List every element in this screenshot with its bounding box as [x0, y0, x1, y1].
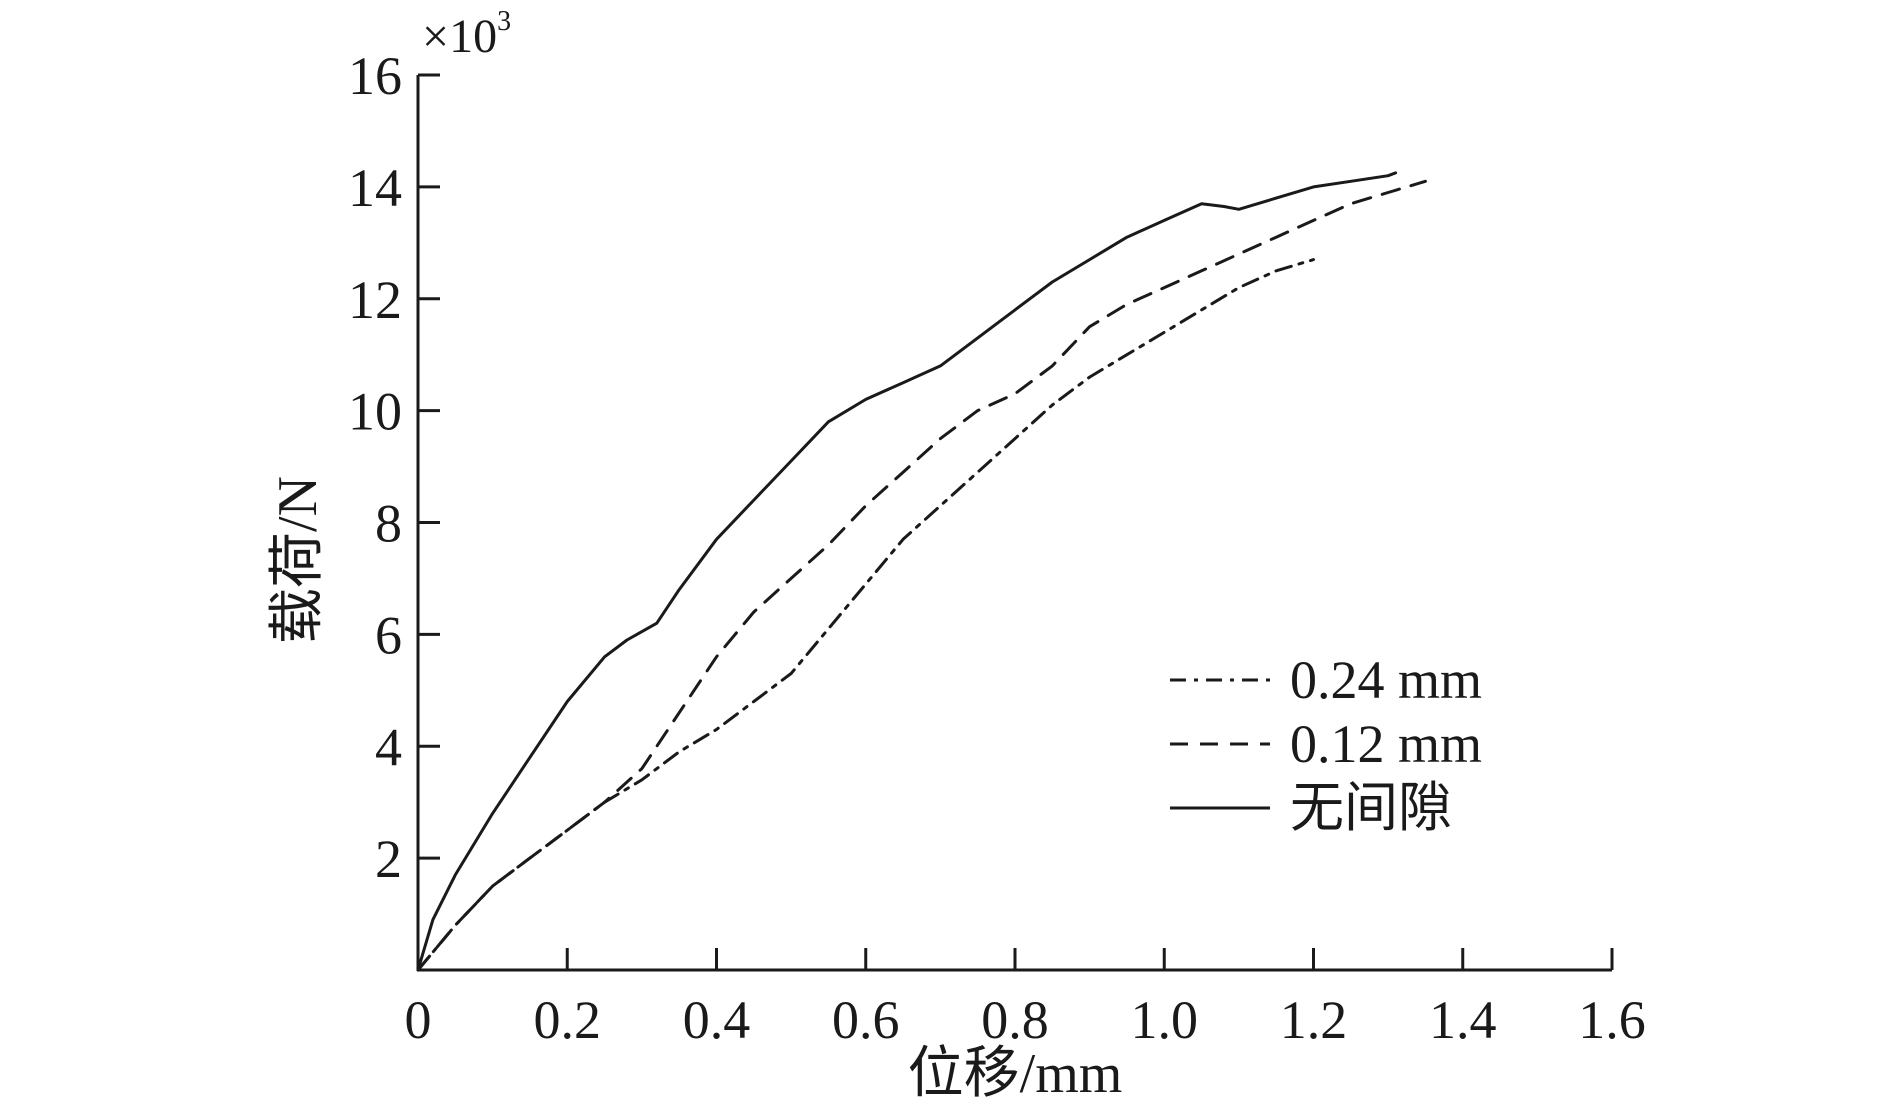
x-tick-label: 0.2: [534, 990, 602, 1050]
x-tick-label: 1.2: [1280, 990, 1348, 1050]
legend-label-1: 0.12 mm: [1290, 714, 1482, 774]
y-axis-multiplier-exponent: 3: [497, 6, 511, 37]
legend-label-2: 无间隙: [1290, 778, 1452, 838]
y-tick-label: 4: [375, 717, 402, 777]
y-tick-label: 12: [348, 270, 402, 330]
x-tick-label: 1.0: [1131, 990, 1199, 1050]
x-tick-label: 0.4: [683, 990, 751, 1050]
series-line-2: [416, 171, 1398, 972]
y-tick-label: 16: [348, 46, 402, 106]
x-axis-title: 位移/mm: [908, 1043, 1123, 1105]
y-tick-label: 2: [375, 829, 402, 889]
x-tick-label: 1.6: [1578, 990, 1646, 1050]
x-tick-label: 0: [405, 990, 432, 1050]
x-tick-label: 1.4: [1429, 990, 1497, 1050]
y-tick-label: 14: [348, 158, 402, 218]
x-tick-label: 0.8: [981, 990, 1049, 1050]
series-lines: [416, 171, 1427, 972]
x-tick-label: 0.6: [832, 990, 900, 1050]
series-line-1: [416, 179, 1427, 972]
y-tick-label: 6: [375, 605, 402, 665]
y-axis-multiplier: ×103: [422, 6, 511, 63]
y-axis-multiplier-base: ×10: [422, 10, 497, 63]
series-line-0: [416, 258, 1315, 972]
legend-label-0: 0.24 mm: [1290, 650, 1482, 710]
axes: 0 0.2 0.4 0.6 0.8 1.0 1.2 1.4 1.6 2 4 6 8 10 12 14 16 位移/…: [267, 6, 1646, 1105]
y-tick-label: 8: [375, 494, 402, 554]
y-tick-label: 10: [348, 382, 402, 442]
y-axis-title: 载荷/N: [267, 476, 329, 644]
